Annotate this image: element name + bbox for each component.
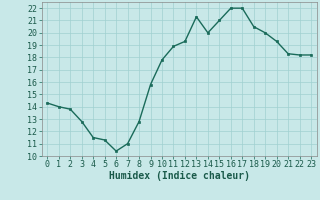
- X-axis label: Humidex (Indice chaleur): Humidex (Indice chaleur): [109, 171, 250, 181]
